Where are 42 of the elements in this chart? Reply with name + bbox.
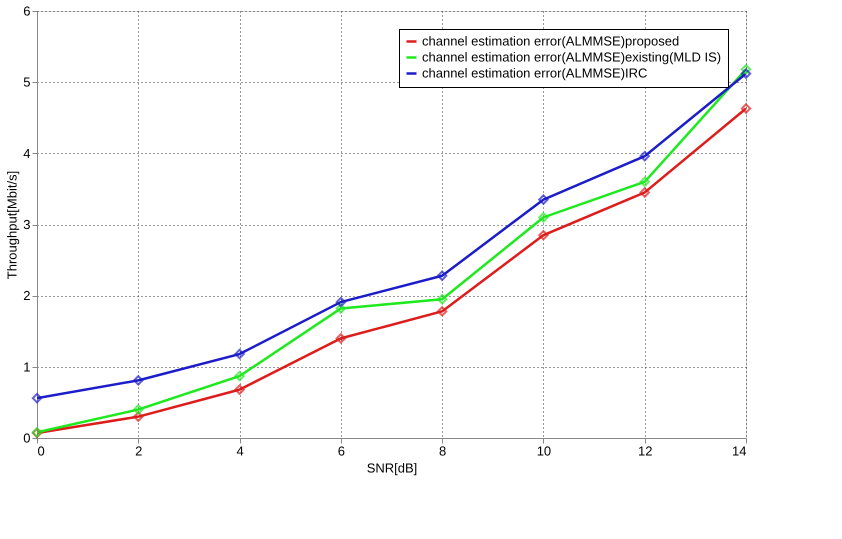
point — [336, 333, 346, 344]
x-axis-title: SNR[dB] — [366, 460, 418, 476]
point — [538, 230, 549, 240]
point — [436, 306, 448, 317]
point — [133, 404, 144, 415]
legend-label: channel estimation error(ALMMSE)IRC — [422, 66, 648, 80]
x-tick-label: 14 — [732, 444, 746, 458]
y-tick-label: 6 — [23, 4, 30, 18]
point — [436, 270, 448, 281]
point — [740, 64, 752, 75]
y-tick-label: 0 — [23, 430, 30, 446]
point — [133, 411, 144, 422]
point — [336, 303, 346, 314]
x-tick-label: 8 — [439, 444, 446, 458]
x-tick-label: 12 — [638, 444, 652, 458]
point — [740, 68, 752, 79]
x-tick-label: 2 — [135, 444, 142, 458]
x-tick-label: 10 — [536, 444, 552, 458]
y-tick-label: 2 — [23, 288, 30, 304]
y-tick-label: 3 — [23, 217, 30, 232]
point — [234, 348, 245, 360]
point — [436, 294, 448, 304]
y-axis-title: Throughput[Mbit/s] — [4, 170, 20, 280]
x-tick-label: 0 — [38, 444, 45, 458]
legend-label: channel estimation error(ALMMSE)existing(MLD IS) — [422, 50, 722, 64]
point — [740, 103, 752, 114]
point — [538, 194, 549, 205]
y-tick-label: 1 — [23, 359, 30, 374]
point — [32, 392, 42, 404]
point — [234, 384, 245, 395]
point — [640, 150, 650, 162]
point — [234, 370, 245, 382]
legend-label: channel estimation error(ALMMSE)proposed — [422, 34, 680, 48]
y-tick-label: 5 — [23, 74, 30, 90]
x-tick-label: 6 — [338, 444, 345, 458]
point — [336, 296, 346, 308]
point — [640, 176, 650, 187]
point — [640, 187, 650, 198]
y-tick-label: 4 — [23, 146, 30, 161]
point — [133, 375, 144, 386]
point — [538, 212, 549, 223]
x-tick-label: 4 — [236, 444, 244, 458]
